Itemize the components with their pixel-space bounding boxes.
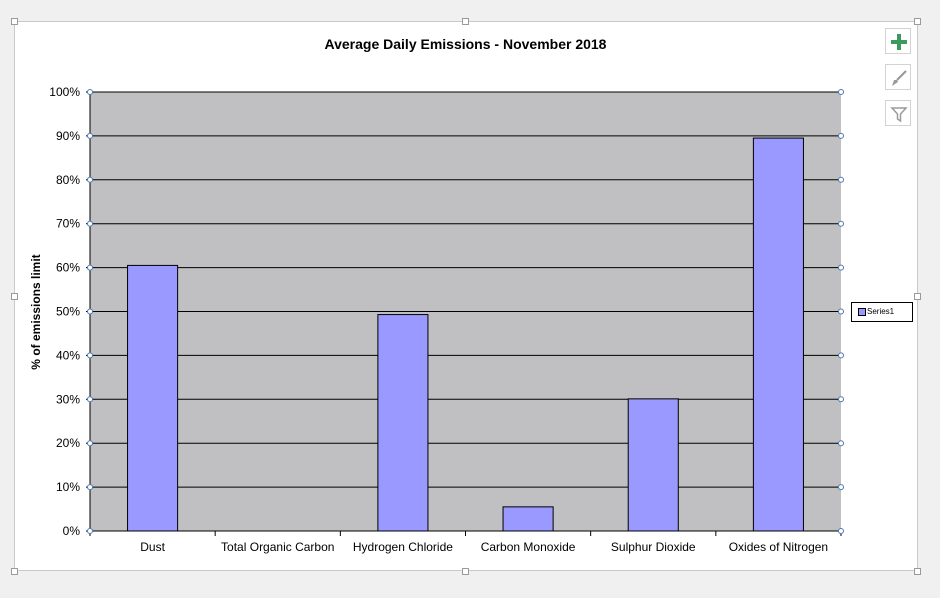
selection-marker	[87, 308, 93, 315]
selection-marker	[87, 484, 93, 491]
selection-marker	[838, 440, 844, 447]
selection-marker	[87, 264, 93, 271]
plus-icon	[891, 34, 907, 50]
bar	[627, 398, 679, 532]
selection-marker	[87, 440, 93, 447]
y-tick-label: 60%	[56, 261, 80, 275]
resize-handle-top[interactable]	[462, 18, 469, 25]
y-tick-label: 30%	[56, 392, 80, 406]
resize-handle-top-left[interactable]	[11, 18, 18, 25]
y-tick-label: 10%	[56, 480, 80, 494]
y-tick-label: 50%	[56, 305, 80, 319]
chart-filters-button[interactable]	[885, 100, 911, 126]
selection-marker	[87, 528, 93, 534]
selection-marker	[838, 264, 844, 271]
selection-marker	[838, 89, 844, 95]
selection-marker	[838, 352, 844, 359]
bar	[752, 137, 804, 532]
resize-handle-bottom[interactable]	[462, 568, 469, 575]
selection-marker	[87, 176, 93, 183]
selection-marker	[838, 396, 844, 403]
x-tick-label: Dust	[140, 540, 165, 554]
selection-marker	[87, 220, 93, 227]
x-tick-label: Total Organic Carbon	[221, 540, 334, 554]
bar	[502, 506, 554, 532]
selection-marker	[838, 528, 844, 534]
bar	[127, 264, 179, 532]
resize-handle-bottom-right[interactable]	[914, 568, 921, 575]
resize-handle-top-right[interactable]	[914, 18, 921, 25]
y-tick-label: 0%	[63, 524, 81, 538]
x-tick-label: Hydrogen Chloride	[353, 540, 453, 554]
legend[interactable]: Series1	[851, 302, 913, 322]
selection-marker	[838, 220, 844, 227]
brush-icon	[892, 70, 907, 86]
resize-handle-right[interactable]	[914, 293, 921, 300]
selection-marker	[838, 132, 844, 139]
bar	[377, 314, 429, 532]
funnel-icon	[890, 107, 908, 123]
chart-title: Average Daily Emissions - November 2018	[324, 36, 607, 52]
y-tick-label: 40%	[56, 348, 80, 362]
resize-handle-bottom-left[interactable]	[11, 568, 18, 575]
y-tick-label: 70%	[56, 217, 80, 231]
x-tick-label: Oxides of Nitrogen	[729, 540, 828, 554]
selection-marker	[87, 89, 93, 95]
legend-label: Series1	[867, 307, 895, 316]
y-tick-label: 100%	[49, 85, 80, 99]
y-tick-label: 20%	[56, 436, 80, 450]
chart-elements-button[interactable]	[885, 28, 911, 54]
selection-marker	[87, 132, 93, 139]
selection-marker	[838, 176, 844, 183]
y-tick-label: 80%	[56, 173, 80, 187]
selection-marker	[87, 352, 93, 359]
selection-marker	[87, 396, 93, 403]
chart-styles-button[interactable]	[885, 64, 911, 90]
resize-handle-left[interactable]	[11, 293, 18, 300]
x-tick-label: Sulphur Dioxide	[611, 540, 696, 554]
legend-swatch	[858, 307, 866, 316]
y-tick-label: 90%	[56, 129, 80, 143]
selection-marker	[838, 484, 844, 491]
x-tick-label: Carbon Monoxide	[481, 540, 576, 554]
selection-marker	[838, 308, 844, 315]
